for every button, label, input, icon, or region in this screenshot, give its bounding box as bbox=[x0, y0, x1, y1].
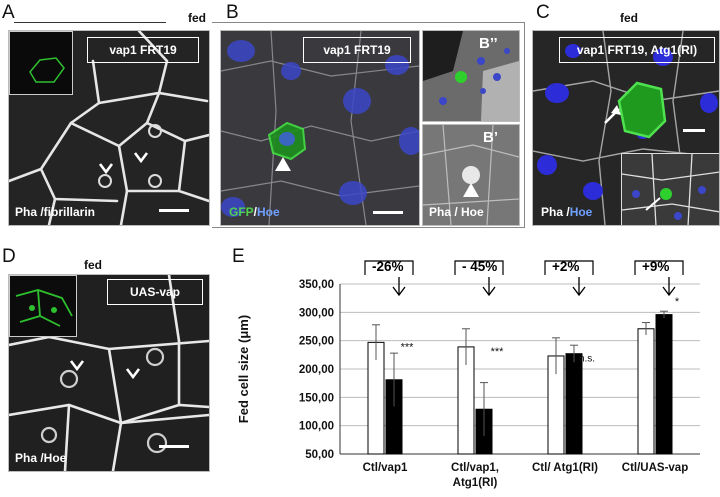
panel-a-fed-label: fed bbox=[188, 11, 206, 25]
panel-c-inset bbox=[621, 153, 719, 225]
change-bracket bbox=[364, 260, 414, 275]
panel-a-cell-outlines bbox=[9, 31, 209, 225]
change-arrow-head-icon bbox=[482, 286, 496, 297]
panel-a-gfp-inset bbox=[9, 31, 73, 95]
panel-c-pha-label: Pha / bbox=[541, 205, 570, 219]
panel-b-letter: B bbox=[226, 2, 239, 23]
panel-c-hoe-label: Hoe bbox=[569, 205, 593, 219]
panel-d-fed-label: fed bbox=[84, 258, 102, 272]
panel-b1-micrograph: B’ Pha / Hoe bbox=[422, 124, 520, 226]
scale-bar bbox=[683, 129, 705, 132]
significance-marker: * bbox=[675, 296, 680, 308]
change-percent-label: -26% bbox=[372, 259, 404, 274]
panel-e-letter: E bbox=[232, 246, 245, 267]
x-tick-label: Atg1(RI) bbox=[453, 477, 498, 489]
change-bracket bbox=[544, 260, 594, 275]
panel-c-micrograph: vap1 FRT19, Atg1(RI) Pha /Hoe bbox=[532, 30, 720, 226]
panel-b2-micrograph: B’’ bbox=[422, 30, 520, 122]
y-tick-label: 350,00 bbox=[299, 279, 334, 291]
y-axis-label: Fed cell size (μm) bbox=[236, 315, 251, 423]
panel-b-separator: / bbox=[253, 205, 258, 219]
panel-d-stain-label: Pha /Hoe bbox=[15, 451, 67, 465]
change-arrow-head-icon bbox=[572, 286, 586, 297]
y-tick-label: 300,00 bbox=[299, 307, 334, 319]
significance-marker: n.s. bbox=[579, 354, 595, 365]
panel-b1-stain-label: Pha / Hoe bbox=[429, 205, 484, 219]
panel-a-stain-label: Pha /fibrillarin bbox=[15, 205, 96, 219]
panel-a-letter: A bbox=[2, 2, 15, 23]
panel-c-tissue bbox=[533, 31, 719, 225]
change-bracket bbox=[454, 260, 504, 275]
panel-ab-frame bbox=[212, 22, 525, 228]
change-arrow-head-icon bbox=[662, 286, 676, 297]
cell-size-bar-chart: 50,00 100,00 150,00 200,00 250,00 300,00 350,0… bbox=[236, 259, 700, 489]
y-tick-label: 150,00 bbox=[299, 392, 334, 404]
panel-b-hoe-label: Hoe bbox=[257, 205, 280, 219]
significance-marker: *** bbox=[401, 341, 415, 353]
panel-d-micrograph: UAS-vap Pha /Hoe bbox=[8, 274, 210, 472]
significance-marker: *** bbox=[491, 346, 505, 358]
y-tick-label: 100,00 bbox=[299, 421, 334, 433]
panel-a-arrowhead-icon bbox=[133, 152, 149, 164]
scale-bar bbox=[159, 445, 189, 448]
panel-c-letter: C bbox=[536, 2, 550, 23]
scale-bar bbox=[373, 211, 403, 214]
change-percent-label: +2% bbox=[552, 259, 579, 274]
panel-c-stain-label: Pha /Hoe bbox=[541, 205, 592, 219]
scale-bar bbox=[159, 209, 189, 212]
change-arrow-head-icon bbox=[392, 286, 406, 297]
panel-b-tissue bbox=[221, 31, 419, 225]
change-percent-label: - 45% bbox=[462, 259, 497, 274]
panel-d-gfp-inset bbox=[9, 275, 77, 337]
panel-a-arrowhead-icon bbox=[98, 163, 114, 175]
panel-b-arrowhead-icon bbox=[275, 157, 291, 171]
change-percent-label: +9% bbox=[642, 259, 669, 274]
panel-c-genotype-box: vap1 FRT19, Atg1(RI) bbox=[559, 37, 715, 63]
panel-b-genotype-box: vap1 FRT19 bbox=[303, 37, 411, 63]
panel-b1-arrowhead-icon bbox=[463, 183, 479, 197]
panel-b-stain-label: GFP/Hoe bbox=[229, 205, 280, 219]
panel-b1-label: B’ bbox=[483, 129, 498, 146]
x-tick-label: Ctl/UAS-vap bbox=[622, 462, 688, 474]
panel-d-cell-outlines bbox=[9, 275, 209, 471]
panel-a-genotype-box: vap1 FRT19 bbox=[87, 37, 199, 63]
panel-a-b-bracket-line bbox=[14, 22, 166, 23]
panel-d-arrowhead-icon bbox=[69, 360, 85, 372]
panel-a-micrograph: vap1 FRT19 Pha /fibrillarin bbox=[8, 30, 210, 226]
panel-b-gfp-label: GFP bbox=[229, 205, 254, 219]
change-bracket bbox=[634, 260, 684, 275]
y-tick-label: 50,00 bbox=[305, 449, 334, 461]
panel-b2-label: B’’ bbox=[479, 35, 498, 52]
x-tick-label: Ctl/ Atg1(RI) bbox=[532, 462, 598, 474]
panel-d-genotype-box: UAS-vap bbox=[107, 279, 203, 305]
bar bbox=[637, 328, 655, 455]
bar bbox=[565, 353, 583, 455]
y-tick-label: 250,00 bbox=[299, 336, 334, 348]
bar bbox=[655, 314, 673, 455]
x-tick-label: Ctl/vap1 bbox=[363, 462, 408, 474]
panel-d-letter: D bbox=[2, 246, 16, 267]
panel-c-fed-label: fed bbox=[620, 11, 638, 25]
y-tick-label: 200,00 bbox=[299, 364, 334, 376]
x-tick-label: Ctl/vap1, bbox=[451, 462, 499, 474]
panel-b-micrograph: vap1 FRT19 GFP/Hoe bbox=[220, 30, 420, 226]
panel-d-arrowhead-icon bbox=[125, 368, 141, 380]
